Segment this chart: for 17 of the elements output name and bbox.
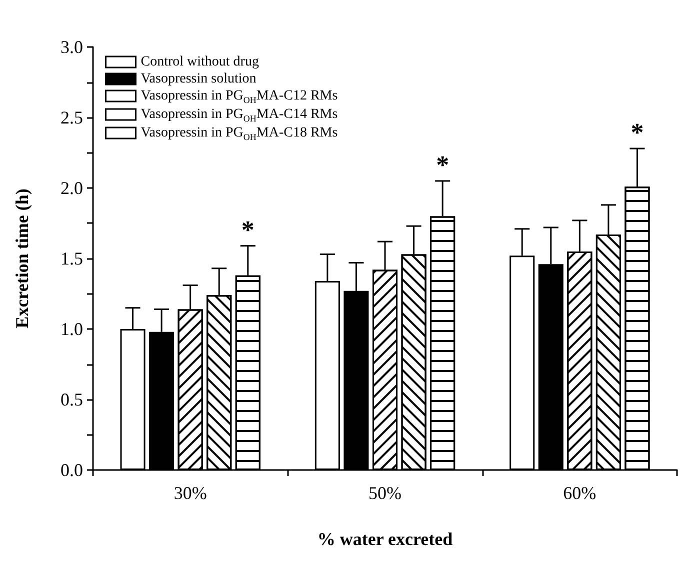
y-tick-label: 1.0: [60, 319, 83, 339]
legend-label: Vasopressin solution: [140, 72, 256, 86]
y-tick-label: 2.0: [60, 178, 83, 198]
x-tick-label: 60%: [563, 483, 596, 503]
x-tick-label: 50%: [368, 483, 402, 503]
y-tick-label: 0.0: [60, 460, 83, 480]
legend-label: Control without drug: [140, 54, 259, 70]
x-tick-label: 30%: [174, 483, 207, 503]
x-axis-title: % water excreted: [317, 529, 453, 549]
y-tick-label: 2.5: [60, 108, 83, 128]
annotation: *: [436, 150, 450, 180]
y-axis-title: Excretion time (h): [12, 188, 32, 328]
annotation: *: [241, 215, 254, 244]
y-tick-label: 1.5: [60, 248, 83, 268]
annotation: *: [630, 118, 644, 148]
y-tick-label: 0.5: [60, 390, 83, 410]
y-tick-label: 3.0: [60, 37, 83, 57]
